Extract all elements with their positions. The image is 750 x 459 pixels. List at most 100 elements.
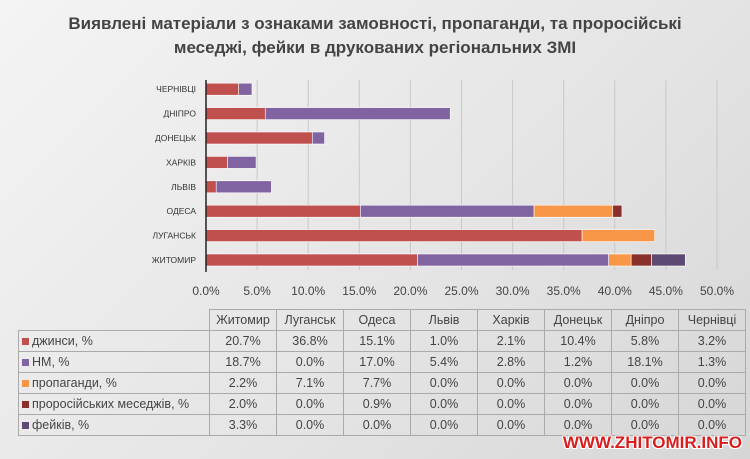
bar-segment-0: [205, 229, 583, 242]
table-cell: 0.0%: [678, 372, 746, 394]
bar-segment-0: [205, 82, 240, 96]
bar-segment-1: [227, 156, 257, 169]
legend-swatch: [22, 338, 29, 345]
x-tick-label: 25.0%: [444, 284, 478, 298]
bar-segment-1: [238, 82, 253, 96]
series-name: джинси, %: [32, 334, 93, 348]
bar-segment-0: [205, 107, 266, 120]
series-name: НМ, %: [32, 355, 70, 369]
bar-segment-2: [581, 229, 655, 242]
x-tick-label: 20.0%: [393, 284, 427, 298]
bar-segment-0: [205, 204, 361, 218]
series-label: фейків, %: [18, 414, 210, 436]
chart-title: Виявлені матеріали з ознаками замовності…: [68, 14, 682, 57]
table-cell: 0.0%: [477, 414, 545, 436]
bar-chart: 0.0% 5.0% 10.0% 15.0% 20.0% 25.0% 30.0% 35.0% 40…: [152, 80, 734, 298]
table-cell: 5.4%: [410, 351, 478, 373]
bar-segment-1: [311, 131, 325, 145]
table-cell: 0.0%: [276, 393, 344, 415]
bar-segment-4: [651, 253, 686, 267]
column-header: Дніпро: [611, 309, 679, 331]
table-cell: 3.2%: [678, 330, 746, 352]
series-name: проросійських меседжів, %: [32, 397, 190, 411]
bar-segment-0: [205, 131, 313, 145]
table-cell: 0.0%: [611, 372, 679, 394]
table-cell: 0.0%: [611, 414, 679, 436]
table-cell: 7.7%: [343, 372, 411, 394]
series-label: НМ, %: [18, 351, 210, 373]
x-tick-label: 30.0%: [496, 284, 530, 298]
data-table: Житомир Луганськ Одеса Львів Харків Донецьк Дн…: [18, 309, 746, 436]
bar-segment-1: [264, 107, 451, 120]
table-cell: 0.0%: [276, 414, 344, 436]
table-cell: 0.9%: [343, 393, 411, 415]
table-cell: 0.0%: [276, 351, 344, 373]
y-category-label: ОДЕСА: [167, 206, 197, 216]
table-row: джинси, % 20.7% 36.8% 15.1% 1.0% 2.1% 10.4% 5.8…: [18, 330, 746, 352]
x-tick-label: 45.0%: [649, 284, 683, 298]
bar-segment-0: [205, 253, 418, 267]
bar-segment-1: [417, 253, 609, 267]
y-category-label: ХАРКІВ: [166, 157, 196, 167]
series-label: джинси, %: [18, 330, 210, 352]
series-label: проросійських меседжів, %: [18, 393, 210, 415]
column-header: Одеса: [343, 309, 411, 331]
table-cell: 10.4%: [544, 330, 612, 352]
table-cell: 1.3%: [678, 351, 746, 373]
table-corner: [18, 309, 210, 331]
table-cell: 18.7%: [209, 351, 277, 373]
watermark: WWW.ZHITOMIR.INFO: [562, 433, 742, 452]
table-cell: 0.0%: [678, 414, 746, 436]
bar-segment-3: [612, 204, 623, 218]
column-header: Львів: [410, 309, 478, 331]
x-tick-label: 50.0%: [700, 284, 734, 298]
y-category-label: ЧЕРНІВЦІ: [156, 84, 196, 94]
table-cell: 2.8%: [477, 351, 545, 373]
bar-segment-1: [215, 180, 272, 194]
table-cell: 0.0%: [410, 393, 478, 415]
column-header: Чернівці: [678, 309, 746, 331]
bar-segment-0: [205, 180, 217, 194]
column-header: Донецьк: [544, 309, 612, 331]
x-tick-label: 0.0%: [192, 284, 220, 298]
table-row: фейків, % 3.3% 0.0% 0.0% 0.0% 0.0% 0.0% 0.0% 0.0…: [18, 414, 746, 436]
x-tick-label: 5.0%: [243, 284, 271, 298]
table-cell: 3.3%: [209, 414, 277, 436]
column-header: Житомир: [209, 309, 277, 331]
table-cell: 2.0%: [209, 393, 277, 415]
table-cell: 0.0%: [410, 414, 478, 436]
y-category-label: ДНІПРО: [164, 109, 197, 119]
table-cell: 36.8%: [276, 330, 344, 352]
table-cell: 5.8%: [611, 330, 679, 352]
legend-swatch: [22, 401, 29, 408]
series-label: пропаганди, %: [18, 372, 210, 394]
y-category-label: ЛЬВІВ: [171, 182, 196, 192]
y-category-label: ЖИТОМИР: [152, 255, 197, 265]
column-header: Луганськ: [276, 309, 344, 331]
bar-segment-2: [533, 204, 614, 218]
table-row: НМ, % 18.7% 0.0% 17.0% 5.4% 2.8% 1.2% 18.1% 1.3%: [18, 351, 746, 373]
table-cell: 20.7%: [209, 330, 277, 352]
table-cell: 0.0%: [544, 372, 612, 394]
y-category-label: ДОНЕЦЬК: [155, 133, 196, 143]
x-tick-label: 10.0%: [291, 284, 325, 298]
legend-swatch: [22, 359, 29, 366]
table-cell: 0.0%: [343, 414, 411, 436]
legend-swatch: [22, 380, 29, 387]
table-row: пропаганди, % 2.2% 7.1% 7.7% 0.0% 0.0% 0.0% 0.0…: [18, 372, 746, 394]
table-cell: 0.0%: [477, 393, 545, 415]
table-cell: 1.2%: [544, 351, 612, 373]
table-cell: 0.0%: [477, 372, 545, 394]
series-name: фейків, %: [32, 418, 90, 432]
bar-segment-3: [630, 253, 652, 267]
table-cell: 0.0%: [611, 393, 679, 415]
table-cell: 0.0%: [544, 393, 612, 415]
y-category-label: ЛУГАНСЬК: [153, 231, 197, 241]
table-cell: 15.1%: [343, 330, 411, 352]
table-cell: 7.1%: [276, 372, 344, 394]
bar-segment-0: [205, 156, 228, 169]
table-cell: 1.0%: [410, 330, 478, 352]
table-cell: 2.1%: [477, 330, 545, 352]
x-tick-label: 40.0%: [598, 284, 632, 298]
table-cell: 18.1%: [611, 351, 679, 373]
